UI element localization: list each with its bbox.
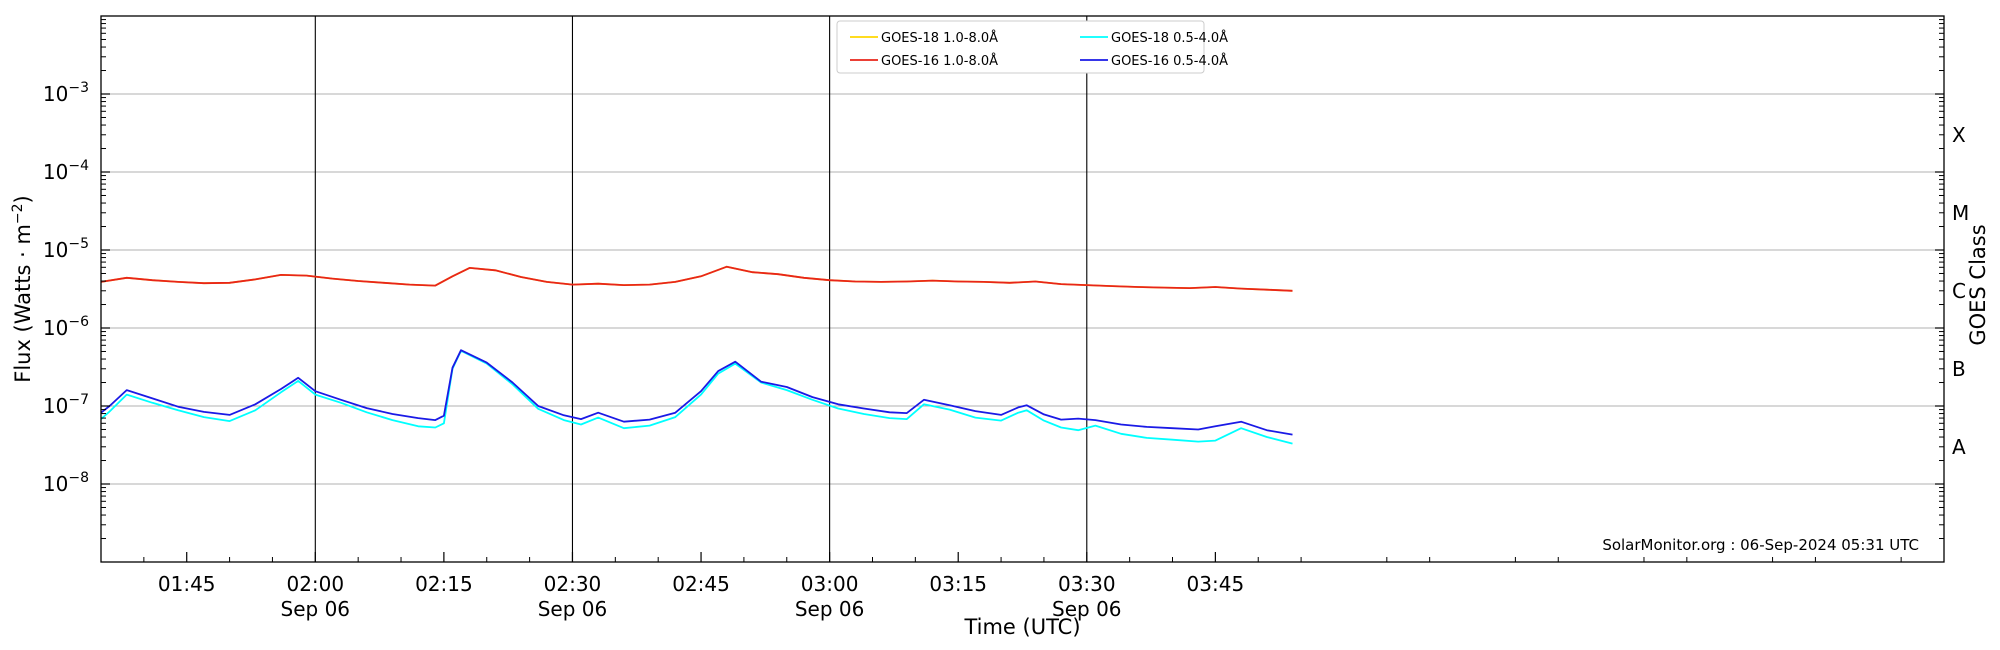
goes-class-label: M	[1952, 201, 1969, 225]
legend-label: GOES-18 1.0-8.0Å	[881, 30, 998, 46]
y-axis-title-main: Flux (Watts · m	[11, 224, 35, 383]
x-tick-label: 03:00	[801, 572, 859, 596]
goes-class-axis-title: GOES Class	[1966, 224, 1990, 345]
x-tick-label: 03:15	[929, 572, 987, 596]
y-axis-title: Flux (Watts · m−2)	[10, 195, 35, 383]
y-tick-exponent: −8	[68, 470, 89, 486]
y-tick-exponent: −7	[68, 392, 89, 408]
y-tick-base: 10	[43, 160, 68, 184]
series-line	[100, 349, 1293, 445]
series-line	[100, 349, 1293, 436]
y-axis-ticks: 10−810−710−610−510−410−3	[43, 19, 1944, 540]
day-boundary-lines	[314, 16, 1088, 562]
y-tick-base: 10	[43, 394, 68, 418]
goes-class-labels: X M C B A	[1952, 123, 1969, 459]
y-axis-title-close: )	[11, 195, 35, 203]
y-tick-label: 10−7	[43, 392, 89, 418]
y-tick-base: 10	[43, 316, 68, 340]
x-tick-label: 02:30	[544, 572, 602, 596]
legend: GOES-18 1.0-8.0Å GOES-16 1.0-8.0Å GOES-18 …	[836, 20, 1228, 74]
credit-text: SolarMonitor.org : 06-Sep-2024 05:31 UTC	[1602, 536, 1919, 554]
x-tick-label: 02:00	[286, 572, 344, 596]
y-tick-label: 10−8	[43, 470, 89, 496]
legend-label: GOES-16 0.5-4.0Å	[1111, 53, 1228, 69]
series-lines	[100, 265, 1293, 445]
y-tick-base: 10	[43, 238, 68, 262]
y-tick-label: 10−3	[43, 80, 89, 106]
x-tick-label: 03:30	[1058, 572, 1116, 596]
goes-class-label: C	[1952, 279, 1966, 303]
goes-class-label: A	[1952, 435, 1966, 459]
legend-label: GOES-16 1.0-8.0Å	[881, 53, 998, 69]
y-tick-label: 10−6	[43, 314, 89, 340]
x-tick-date-label: Sep 06	[538, 597, 608, 621]
y-axis-title-exponent: −2	[10, 203, 26, 224]
x-tick-date-label: Sep 06	[795, 597, 865, 621]
y-tick-exponent: −4	[68, 158, 89, 174]
x-tick-date-label: Sep 06	[281, 597, 351, 621]
x-tick-label: 03:45	[1187, 572, 1245, 596]
y-tick-label: 10−5	[43, 236, 89, 262]
plot-frame	[100, 15, 1945, 563]
series-line	[100, 265, 1293, 292]
x-tick-label: 02:15	[415, 572, 473, 596]
y-tick-exponent: −3	[68, 80, 89, 96]
legend-box	[836, 20, 1205, 74]
y-tick-base: 10	[43, 472, 68, 496]
legend-label: GOES-18 0.5-4.0Å	[1111, 30, 1228, 46]
y-tick-label: 10−4	[43, 158, 89, 184]
y-tick-exponent: −5	[68, 236, 89, 252]
x-tick-label: 01:45	[158, 572, 216, 596]
y-tick-base: 10	[43, 82, 68, 106]
x-tick-label: 02:45	[672, 572, 730, 596]
goes-class-label: B	[1952, 357, 1966, 381]
y-tick-exponent: −6	[68, 314, 89, 330]
x-axis-title: Time (UTC)	[963, 615, 1080, 639]
goes-class-label: X	[1952, 123, 1966, 147]
x-tick-date-label: Sep 06	[1052, 597, 1122, 621]
